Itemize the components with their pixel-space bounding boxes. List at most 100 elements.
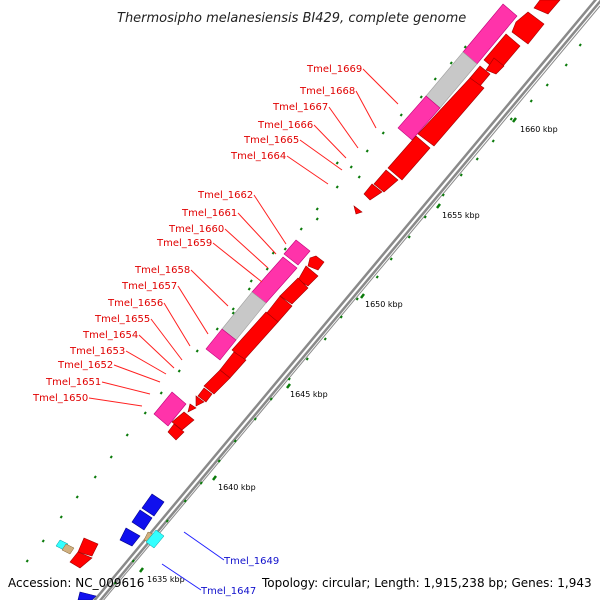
kbp-tick [512, 117, 517, 123]
kbp-tick [139, 567, 144, 573]
gene-label[interactable]: Tmel_1650 [32, 393, 88, 404]
gene-label[interactable]: Tmel_1664 [230, 151, 286, 162]
gene-label[interactable]: Tmel_1651 [45, 377, 101, 388]
kbp-ticks: 1635 kbp 1640 kbp 1645 kbp 1650 kbp 1655 kbp… [139, 117, 558, 584]
gene-label[interactable]: Tmel_1662 [197, 190, 253, 201]
tick-dot [231, 311, 235, 315]
tick-dot [578, 43, 582, 47]
tick-dot [545, 83, 549, 87]
leader-line [224, 228, 269, 269]
gene-arrow [533, 0, 561, 15]
tick-dot [75, 495, 79, 499]
forward-genes [69, 0, 561, 569]
outer-track [153, 3, 518, 427]
leader-line [212, 242, 263, 283]
tick-dot [491, 139, 495, 143]
tick-dot [131, 559, 135, 563]
gene-label[interactable]: Tmel_1658 [134, 265, 190, 276]
tick-dot [159, 391, 163, 395]
genome-title: Thermosipho melanesiensis BI429, complet… [117, 11, 466, 26]
kbp-tick [286, 383, 291, 389]
tick-dot [441, 193, 445, 197]
tick-dot [459, 173, 463, 177]
genome-backbone [93, 0, 600, 600]
tick-dot [269, 397, 273, 401]
tick-dot [215, 327, 219, 331]
gene-labels-forward: Tmel_1669 Tmel_1668 Tmel_1667 Tmel_1666 Tmel… [32, 64, 399, 407]
misc-features [55, 529, 165, 555]
gene-arrow [485, 57, 505, 75]
tick-dot [177, 369, 181, 373]
tick-dot [125, 433, 129, 437]
gene-label[interactable]: Tmel_1656 [107, 298, 163, 309]
gene-arrow [203, 369, 231, 395]
gene-label[interactable]: Tmel_1654 [82, 330, 138, 341]
reverse-genes [77, 493, 165, 600]
gene-label[interactable]: Tmel_1659 [156, 238, 212, 249]
leader-line [101, 381, 151, 395]
gene-arrow [171, 411, 195, 431]
gene-label[interactable]: Tmel_1665 [243, 135, 299, 146]
leader-line [355, 90, 377, 129]
tick-dot [335, 185, 339, 189]
tick-dot [233, 439, 237, 443]
tick-dot [283, 247, 287, 251]
tick-dot [349, 165, 353, 169]
gene-label[interactable]: Tmel_1666 [257, 120, 313, 131]
gene-label[interactable]: Tmel_1655 [94, 314, 150, 325]
gene-label[interactable]: Tmel_1652 [57, 360, 113, 371]
tick-dot [93, 475, 97, 479]
accession-text: Accession: NC_009616 [8, 576, 144, 590]
gene-label[interactable]: Tmel_1649 [223, 556, 279, 567]
leader-line [177, 285, 209, 335]
gene-arrow [69, 551, 93, 569]
tick-dot [375, 275, 379, 279]
gene-label[interactable]: Tmel_1661 [181, 208, 237, 219]
gene-arrow [363, 183, 383, 201]
tick-dot [315, 207, 319, 211]
tick-dot [109, 455, 113, 459]
tick-dot [249, 279, 253, 283]
gene-arrow [417, 77, 485, 147]
gene-arrow [77, 591, 97, 600]
leader-line [138, 334, 175, 369]
leader-line [113, 364, 161, 383]
tick-dot [564, 63, 568, 67]
gene-label[interactable]: Tmel_1667 [272, 102, 328, 113]
gene-arrow [279, 277, 309, 305]
leader-line [286, 155, 329, 185]
leader-line [150, 318, 183, 361]
gene-arrow [77, 537, 99, 557]
tick-dot [407, 235, 411, 239]
tick-dot [271, 251, 275, 255]
gene-label[interactable]: Tmel_1647 [200, 586, 256, 597]
leader-line [125, 350, 167, 375]
gene-label[interactable]: Tmel_1653 [69, 346, 125, 357]
gene-label[interactable]: Tmel_1669 [306, 64, 362, 75]
tick-dot [399, 113, 403, 117]
leader-line [190, 269, 229, 307]
kbp-label: 1645 kbp [290, 390, 328, 399]
gene-label[interactable]: Tmel_1660 [168, 224, 224, 235]
tick-dot [463, 45, 467, 49]
kbp-tick [212, 475, 217, 481]
gene-arrow [373, 169, 399, 193]
kbp-tick [436, 203, 441, 209]
leader-line [313, 124, 347, 159]
tick-dot [305, 357, 309, 361]
tick-dot [389, 257, 393, 261]
gene-arrow [297, 265, 319, 287]
tick-dot [449, 61, 453, 65]
gene-label[interactable]: Tmel_1668 [299, 86, 355, 97]
gene-arrow [511, 11, 545, 45]
leader-line [328, 106, 359, 149]
tick-dot [335, 161, 339, 165]
gene-label[interactable]: Tmel_1657 [121, 281, 177, 292]
tick-dot [419, 95, 423, 99]
misc-feature [145, 529, 165, 549]
kbp-label: 1650 kbp [365, 300, 403, 309]
tick-dot [113, 581, 117, 585]
tick-dot [381, 131, 385, 135]
tick-dot [433, 77, 437, 81]
